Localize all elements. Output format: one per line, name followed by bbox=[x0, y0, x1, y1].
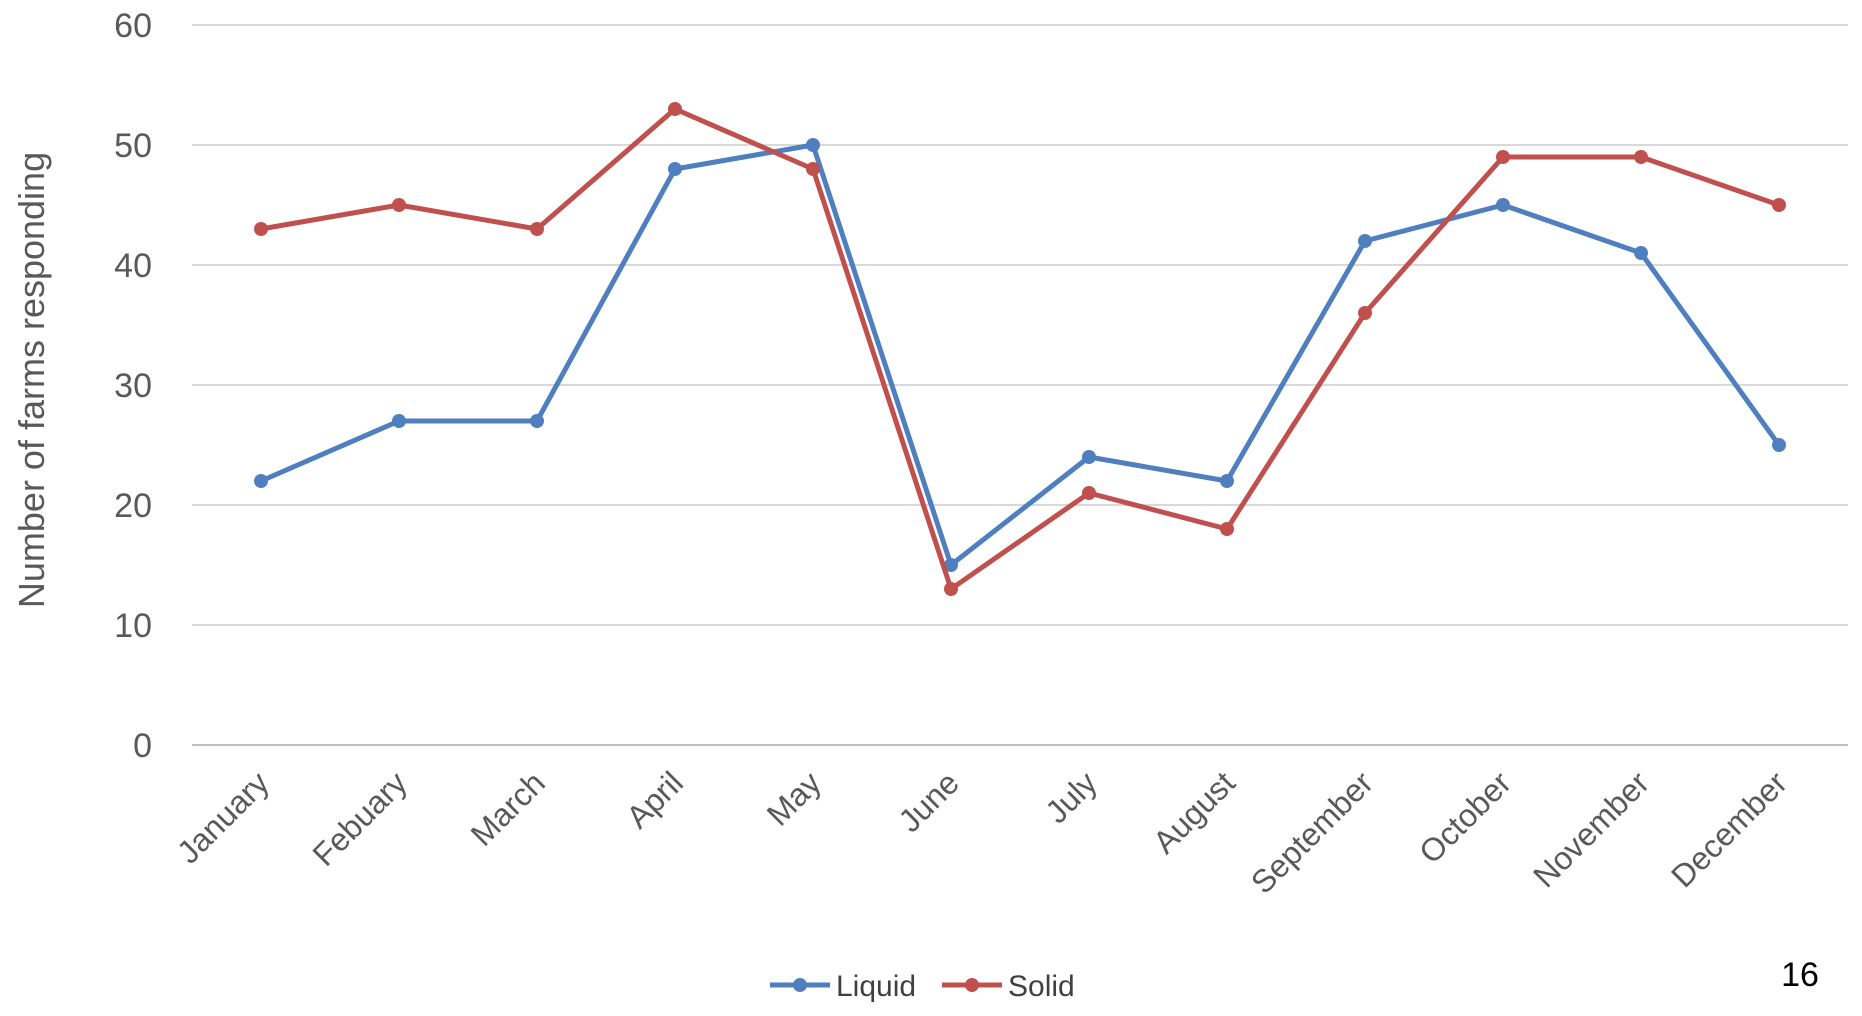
x-tick-label: December bbox=[1664, 764, 1794, 894]
x-tick-label: January bbox=[170, 764, 276, 870]
y-tick-label: 20 bbox=[114, 487, 152, 525]
legend-entry: Liquid bbox=[770, 970, 916, 1003]
data-point bbox=[1496, 150, 1510, 164]
data-point bbox=[1634, 246, 1648, 260]
x-tick-label: October bbox=[1412, 764, 1518, 870]
data-point bbox=[1082, 450, 1096, 464]
data-point bbox=[1220, 474, 1234, 488]
data-point bbox=[944, 558, 958, 572]
y-tick-label: 10 bbox=[114, 607, 152, 645]
data-point bbox=[1082, 486, 1096, 500]
x-tick-label: May bbox=[760, 764, 828, 832]
data-point bbox=[1358, 234, 1372, 248]
data-point bbox=[1634, 150, 1648, 164]
y-tick-label: 50 bbox=[114, 127, 152, 165]
legend-swatch-marker bbox=[793, 978, 807, 992]
page-number: 16 bbox=[1781, 956, 1819, 994]
legend-swatch-marker bbox=[965, 978, 979, 992]
data-point bbox=[254, 474, 268, 488]
y-tick-label: 40 bbox=[114, 247, 152, 285]
data-point bbox=[1220, 522, 1234, 536]
data-point bbox=[806, 138, 820, 152]
data-point bbox=[944, 582, 958, 596]
y-tick-label: 30 bbox=[114, 367, 152, 405]
x-tick-label: September bbox=[1244, 764, 1380, 900]
series-line bbox=[258, 142, 1782, 568]
data-point bbox=[392, 414, 406, 428]
data-point bbox=[392, 198, 406, 212]
data-point bbox=[530, 222, 544, 236]
x-tick-label: Febuary bbox=[305, 764, 413, 872]
data-point bbox=[530, 414, 544, 428]
x-tick-label: June bbox=[891, 764, 966, 839]
x-tick-label: April bbox=[619, 764, 690, 835]
data-point bbox=[668, 162, 682, 176]
legend-label: Liquid bbox=[836, 970, 916, 1003]
x-tick-label: March bbox=[464, 764, 552, 852]
data-point bbox=[668, 102, 682, 116]
legend-entry: Solid bbox=[942, 970, 1075, 1003]
y-tick-label: 60 bbox=[114, 7, 152, 45]
series-lines bbox=[254, 102, 1786, 596]
x-tick-label: November bbox=[1526, 764, 1656, 894]
x-tick-label: August bbox=[1146, 764, 1242, 860]
data-point bbox=[254, 222, 268, 236]
series-line bbox=[258, 106, 1782, 592]
gridlines bbox=[192, 24, 1848, 746]
legend: Liquid Solid bbox=[770, 970, 1075, 1003]
y-axis-ticks: 0 10 20 30 40 50 60 bbox=[114, 7, 152, 765]
legend-label: Solid bbox=[1008, 970, 1075, 1003]
x-tick-label: July bbox=[1038, 764, 1104, 830]
data-point bbox=[1772, 438, 1786, 452]
y-tick-label: 0 bbox=[133, 727, 152, 765]
data-point bbox=[1772, 198, 1786, 212]
data-point bbox=[1496, 198, 1510, 212]
y-axis-label: Number of farms responding bbox=[11, 152, 52, 608]
x-axis-ticks: January Febuary March April May June July Augus… bbox=[170, 764, 1794, 900]
series-solid bbox=[254, 102, 1786, 596]
data-point bbox=[1358, 306, 1372, 320]
series-liquid bbox=[254, 138, 1786, 572]
data-point bbox=[806, 162, 820, 176]
